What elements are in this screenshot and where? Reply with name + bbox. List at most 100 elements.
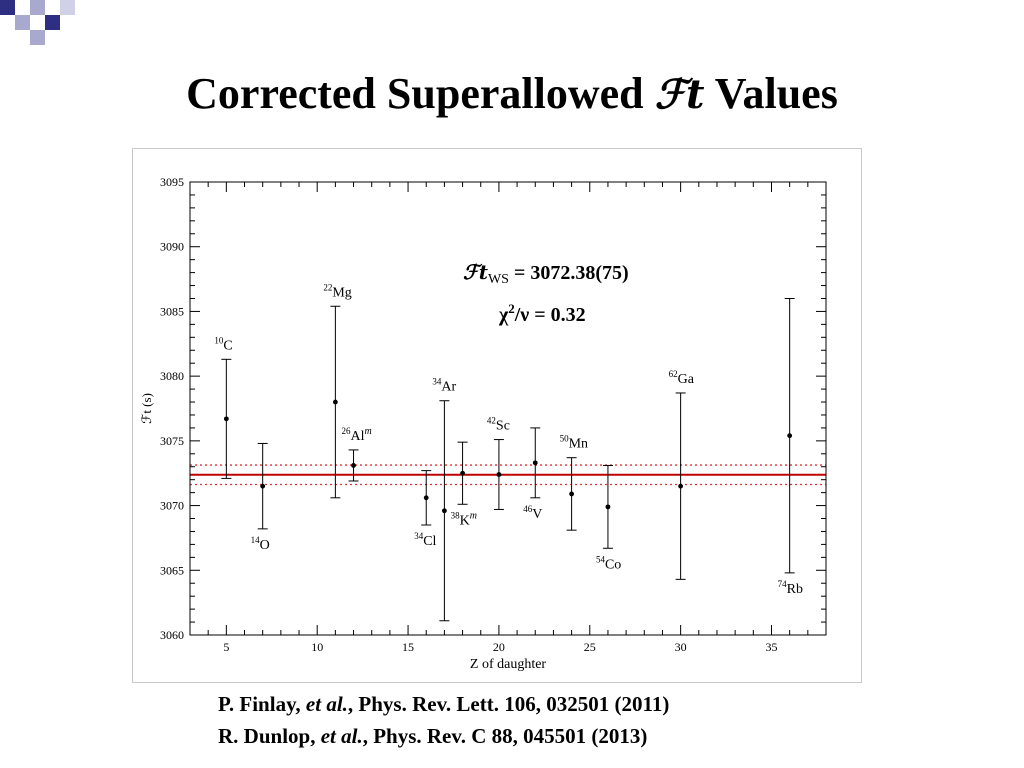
x-tick-label: 10 (311, 640, 323, 654)
nuclide-label: 22Mg (323, 282, 351, 300)
nuclide-mass-number: 50 (560, 434, 570, 444)
y-tick-label: 3065 (160, 563, 184, 577)
nuclide-mass-number: 42 (487, 416, 496, 426)
nuclide-isomer: m (470, 510, 477, 521)
deco-square (0, 0, 15, 15)
deco-square (30, 30, 45, 45)
x-tick-label: 5 (223, 640, 229, 654)
mean-band-group (190, 464, 826, 486)
y-tick-label: 3060 (160, 628, 184, 642)
reference-1-etal: et al. (305, 692, 348, 716)
annotation-ws-subscript: WS (488, 272, 509, 287)
nuclide-label: 14O (251, 535, 270, 553)
annotation-group: ℱtWS = 3072.38(75) χ2/ν = 0.32 (463, 260, 629, 326)
data-point (532, 460, 538, 466)
nuclide-element: V (532, 507, 542, 522)
annotation-ft-symbol: ℱt (463, 260, 489, 284)
x-tick-label: 15 (402, 640, 414, 654)
data-point (260, 483, 266, 489)
data-point (787, 433, 793, 439)
nuclide-element: Mg (332, 285, 351, 300)
nuclide-label: 10C (214, 335, 232, 353)
nuclide-isomer: m (365, 426, 372, 437)
x-axis-label: Z of daughter (470, 657, 547, 672)
nuclide-label: 42Sc (487, 416, 510, 434)
annotation-chi: χ (498, 304, 509, 326)
deco-square (15, 15, 30, 30)
nuclide-element: Mn (569, 437, 588, 452)
nuclide-element: Co (605, 557, 621, 572)
reference-1: P. Finlay, et al., Phys. Rev. Lett. 106,… (218, 688, 918, 720)
data-point (223, 416, 229, 422)
nuclide-mass-number: 38 (451, 510, 461, 520)
nuclide-label: 34Cl (414, 531, 436, 549)
points-group: 10C14O22Mg26Alm34Cl34Ar38Km42Sc46V50Mn54… (214, 282, 803, 622)
nuclide-mass-number: 34 (414, 531, 424, 541)
nuclide-element: Al (351, 429, 365, 444)
data-point (442, 508, 447, 514)
y-tick-label: 3080 (160, 369, 184, 383)
reference-2-journal: , Phys. Rev. C 88, 045501 (2013) (362, 724, 648, 748)
nuclide-mass-number: 62 (669, 369, 678, 379)
nuclide-mass-number: 10 (214, 335, 224, 345)
x-tick-label: 35 (765, 640, 777, 654)
plot-area-border (189, 181, 827, 636)
data-point (423, 495, 429, 501)
nuclide-mass-number: 54 (596, 554, 606, 564)
data-point (496, 472, 502, 477)
data-point (605, 504, 611, 510)
deco-square (60, 0, 75, 15)
nuclide-label: 74Rb (778, 579, 803, 597)
y-tick-label: 3075 (160, 434, 184, 448)
title-text-after: Values (704, 69, 838, 118)
data-point (351, 463, 356, 468)
nuclide-mass-number: 22 (323, 282, 332, 292)
reference-1-journal: , Phys. Rev. Lett. 106, 032501 (2011) (347, 692, 670, 716)
reference-1-author: P. Finlay, (218, 692, 306, 716)
annotation-ft-value: = 3072.38(75) (509, 262, 629, 284)
y-tick-label: 3085 (160, 304, 184, 318)
nuclide-label: 54Co (596, 554, 621, 572)
title-ft-symbol: ℱt (654, 71, 705, 118)
nuclide-element: Ar (441, 380, 456, 395)
y-axis-label: ℱt (s) (139, 393, 154, 424)
nuclide-label: 62Ga (669, 369, 695, 387)
chart-frame: 5 10 15 20 25 30 35 3060 3065 3070 3075 3080 3085 309… (132, 148, 862, 683)
chi-square-annotation: χ2/ν = 0.32 (498, 301, 586, 326)
data-point (460, 470, 465, 476)
slide-title: Corrected Superallowed ℱt Values (0, 66, 1024, 123)
reference-2: R. Dunlop, et al., Phys. Rev. C 88, 0455… (218, 720, 918, 752)
nuclide-mass-number: 74 (778, 579, 788, 589)
slide-corner-decoration (0, 0, 90, 60)
x-tick-label: 30 (675, 640, 687, 654)
deco-square (30, 0, 45, 15)
nuclide-label: 46V (523, 504, 542, 522)
y-tick-label: 3095 (160, 175, 184, 189)
nuclide-element: O (260, 538, 270, 553)
nuclide-label: 26Alm (342, 426, 372, 444)
nuclide-element: Ga (678, 372, 695, 387)
nuclide-label: 38Km (451, 510, 477, 528)
nuclide-element: C (223, 338, 232, 353)
data-point (332, 399, 338, 405)
reference-2-author: R. Dunlop, (218, 724, 321, 748)
nuclide-mass-number: 14 (251, 535, 261, 545)
nuclide-element: K (460, 513, 470, 528)
y-tick-label: 3090 (160, 240, 184, 254)
nuclide-element: Cl (423, 534, 436, 549)
title-text-before: Corrected Superallowed (186, 69, 655, 118)
nuclide-mass-number: 34 (432, 377, 442, 387)
annotation-chi-value: /ν = 0.32 (514, 304, 586, 326)
x-tick-label: 20 (493, 640, 505, 654)
data-point (569, 491, 574, 497)
reference-2-etal: et al. (320, 724, 363, 748)
axes-group: 5 10 15 20 25 30 35 3060 3065 3070 3075 3080 3085 309… (139, 175, 827, 672)
ft-ws-annotation: ℱtWS = 3072.38(75) (463, 260, 629, 287)
data-point (678, 483, 684, 489)
nuclide-label: 34Ar (432, 377, 456, 395)
x-tick-label: 25 (584, 640, 596, 654)
nuclide-mass-number: 46 (523, 504, 533, 514)
nuclide-label: 50Mn (560, 434, 588, 452)
deco-square (45, 15, 60, 30)
nuclide-element: Sc (496, 419, 510, 434)
